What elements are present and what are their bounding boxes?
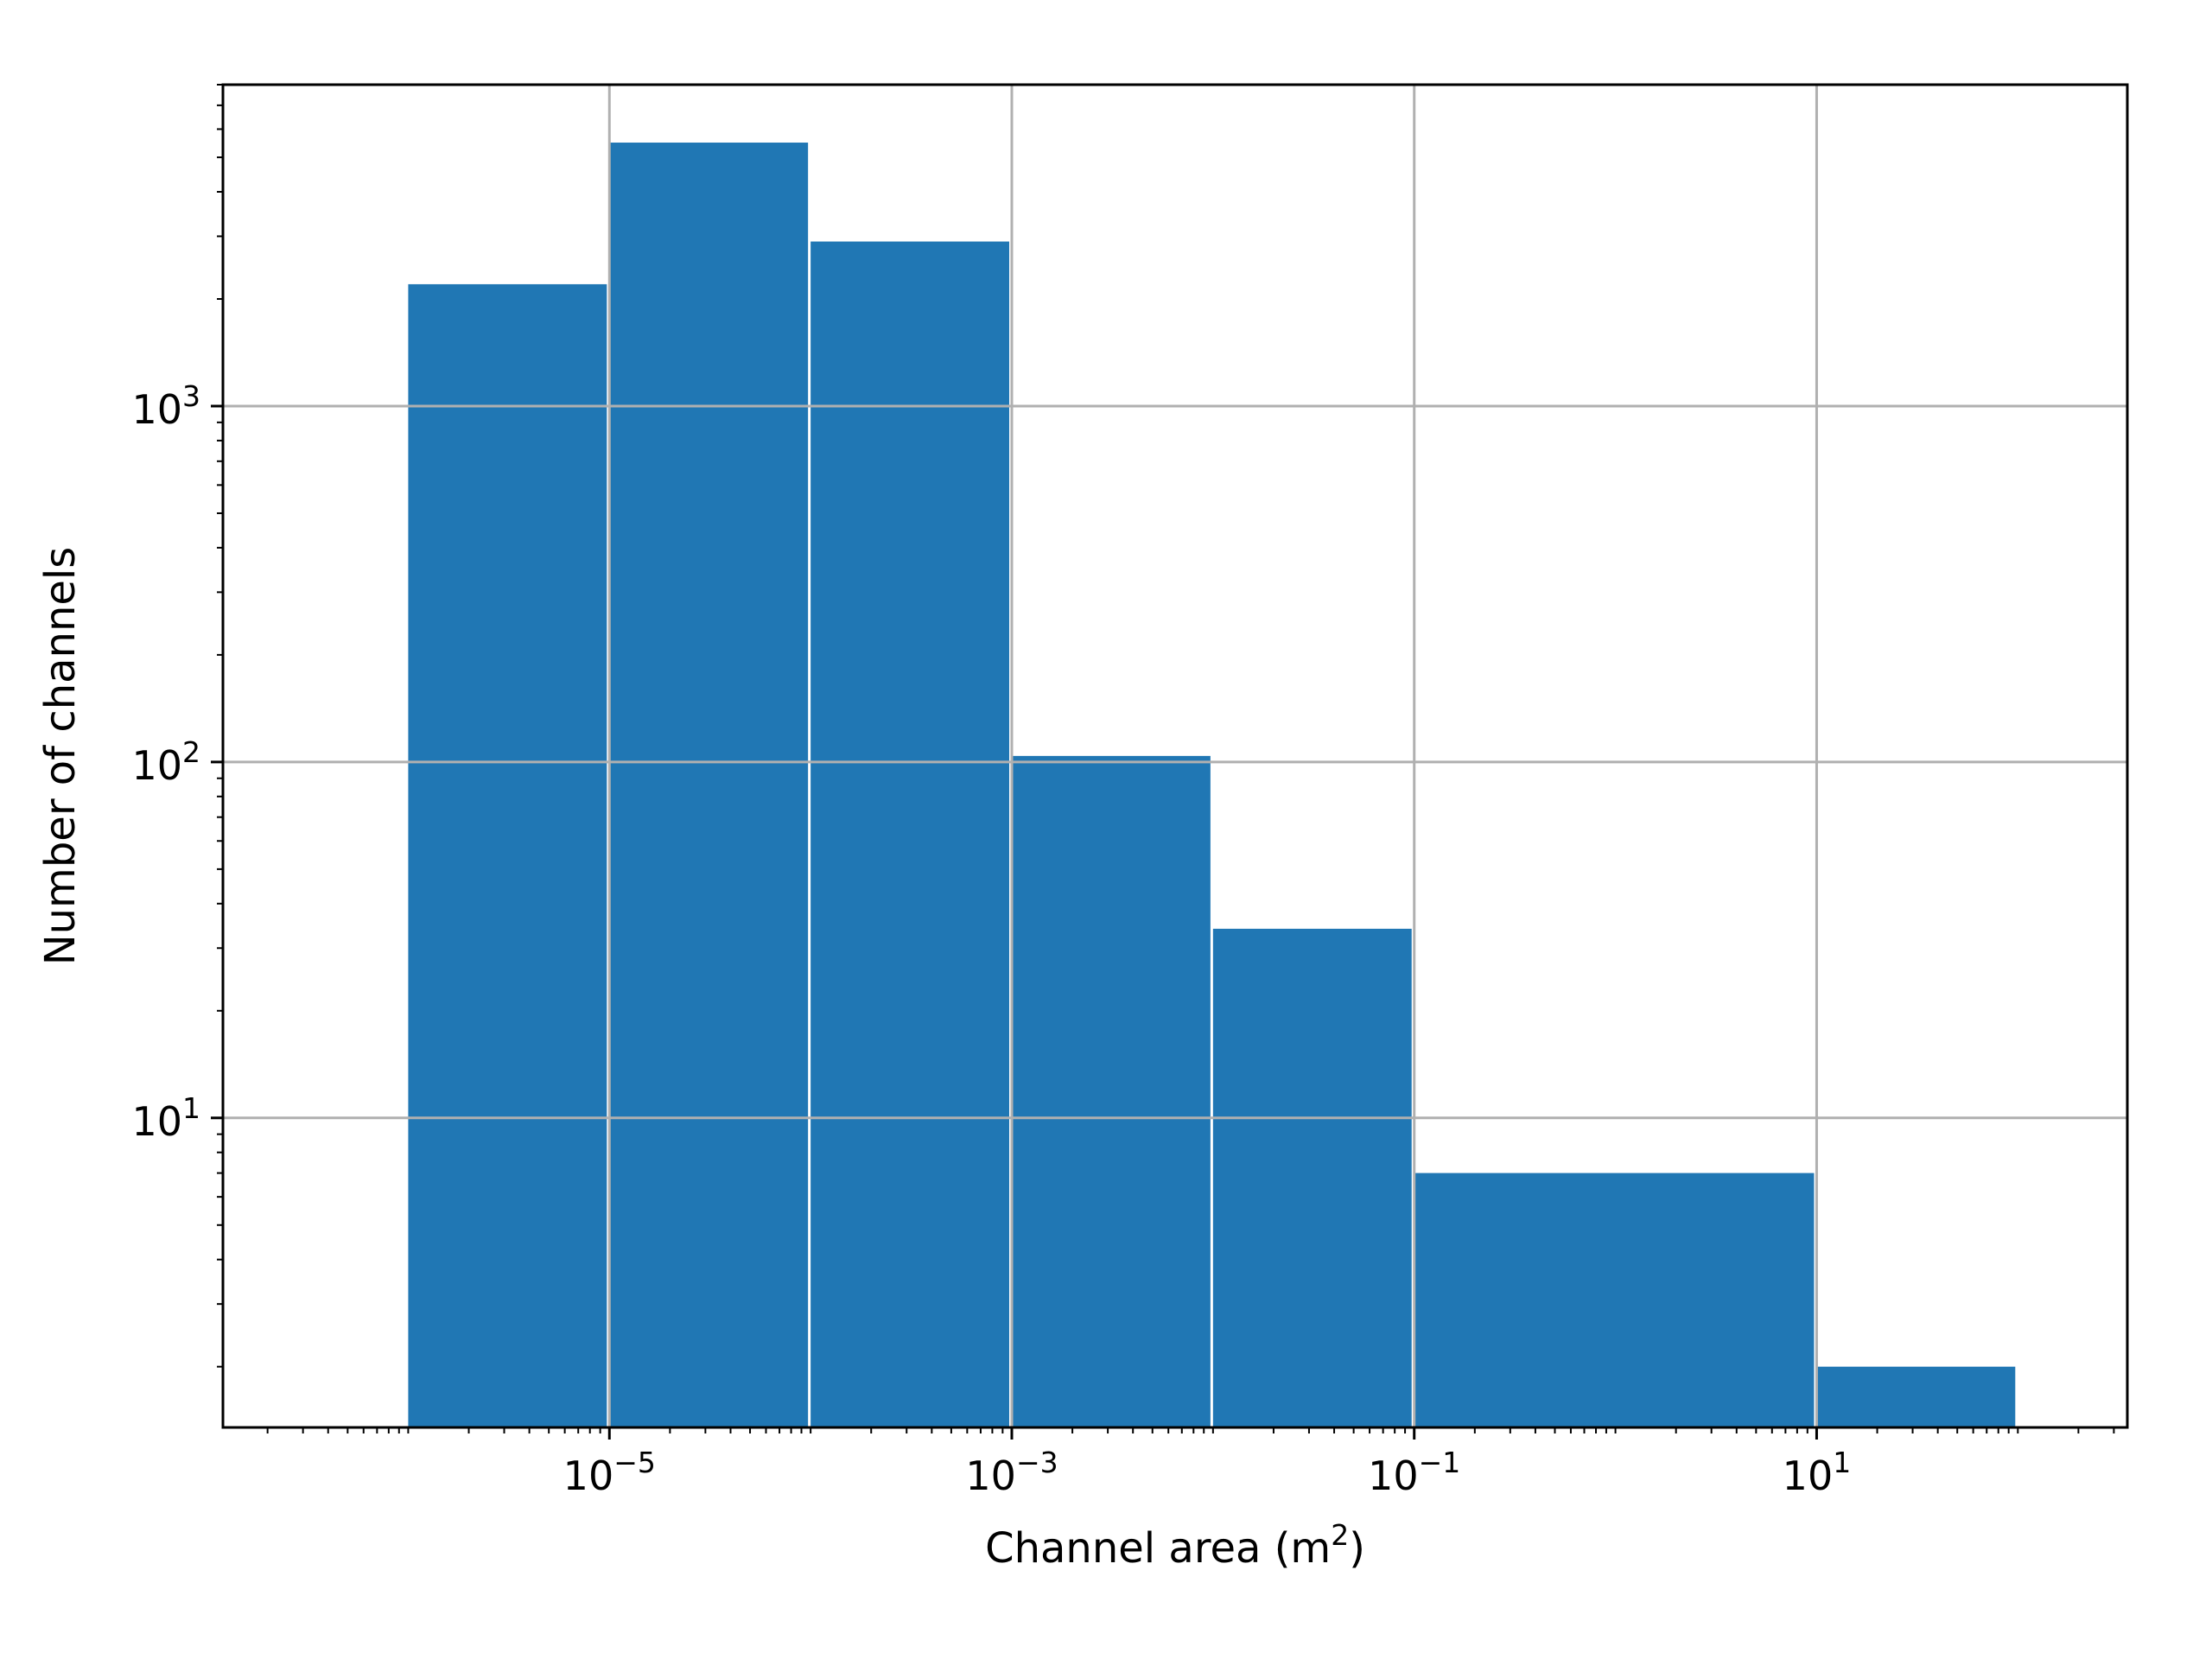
x-tick-label-base: 10	[1783, 1452, 1834, 1499]
x-axis-label-sup: 2	[1331, 1518, 1349, 1552]
histogram-bar	[609, 143, 809, 1427]
histogram-bar	[1012, 755, 1211, 1427]
x-tick-label-base: 10	[563, 1452, 614, 1499]
histogram-bar	[1816, 1366, 2016, 1427]
y-tick-label-exp: 1	[182, 1091, 200, 1125]
y-tick-label-exp: 2	[182, 735, 200, 769]
y-tick-label-base: 10	[131, 1098, 182, 1145]
x-tick-label-exp: −1	[1419, 1446, 1461, 1479]
y-tick-label: 103	[131, 379, 200, 433]
y-tick-label: 102	[131, 735, 200, 789]
x-tick-label: 10−1	[1368, 1446, 1460, 1499]
grid-layer	[223, 85, 2127, 1427]
x-tick-label-base: 10	[965, 1452, 1016, 1499]
bars-layer	[408, 143, 2016, 1428]
x-axis-label: Channel area (m2)	[985, 1518, 1365, 1573]
x-tick-label: 101	[1783, 1446, 1852, 1499]
y-tick-label-base: 10	[131, 742, 182, 789]
histogram-bar	[1414, 1173, 1815, 1427]
y-tick-label-exp: 3	[182, 379, 200, 413]
x-tick-label-exp: 1	[1833, 1446, 1851, 1479]
histogram-bar	[810, 241, 1010, 1427]
x-tick-label-exp: −5	[613, 1446, 656, 1479]
x-axis-label-text: Channel area (m	[985, 1524, 1331, 1573]
x-tick-label-exp: −3	[1016, 1446, 1058, 1479]
histogram-bar	[408, 283, 607, 1428]
x-tick-label: 10−5	[563, 1446, 656, 1499]
x-tick-label: 10−3	[965, 1446, 1058, 1499]
histogram-bar	[1212, 928, 1412, 1427]
y-tick-label: 101	[131, 1091, 200, 1145]
y-axis-label: Number of channels	[36, 547, 85, 966]
plot-frame	[221, 83, 2129, 1429]
x-tick-label-base: 10	[1368, 1452, 1419, 1499]
x-axis-label-suffix: )	[1349, 1524, 1365, 1573]
y-tick-label-base: 10	[131, 386, 182, 433]
